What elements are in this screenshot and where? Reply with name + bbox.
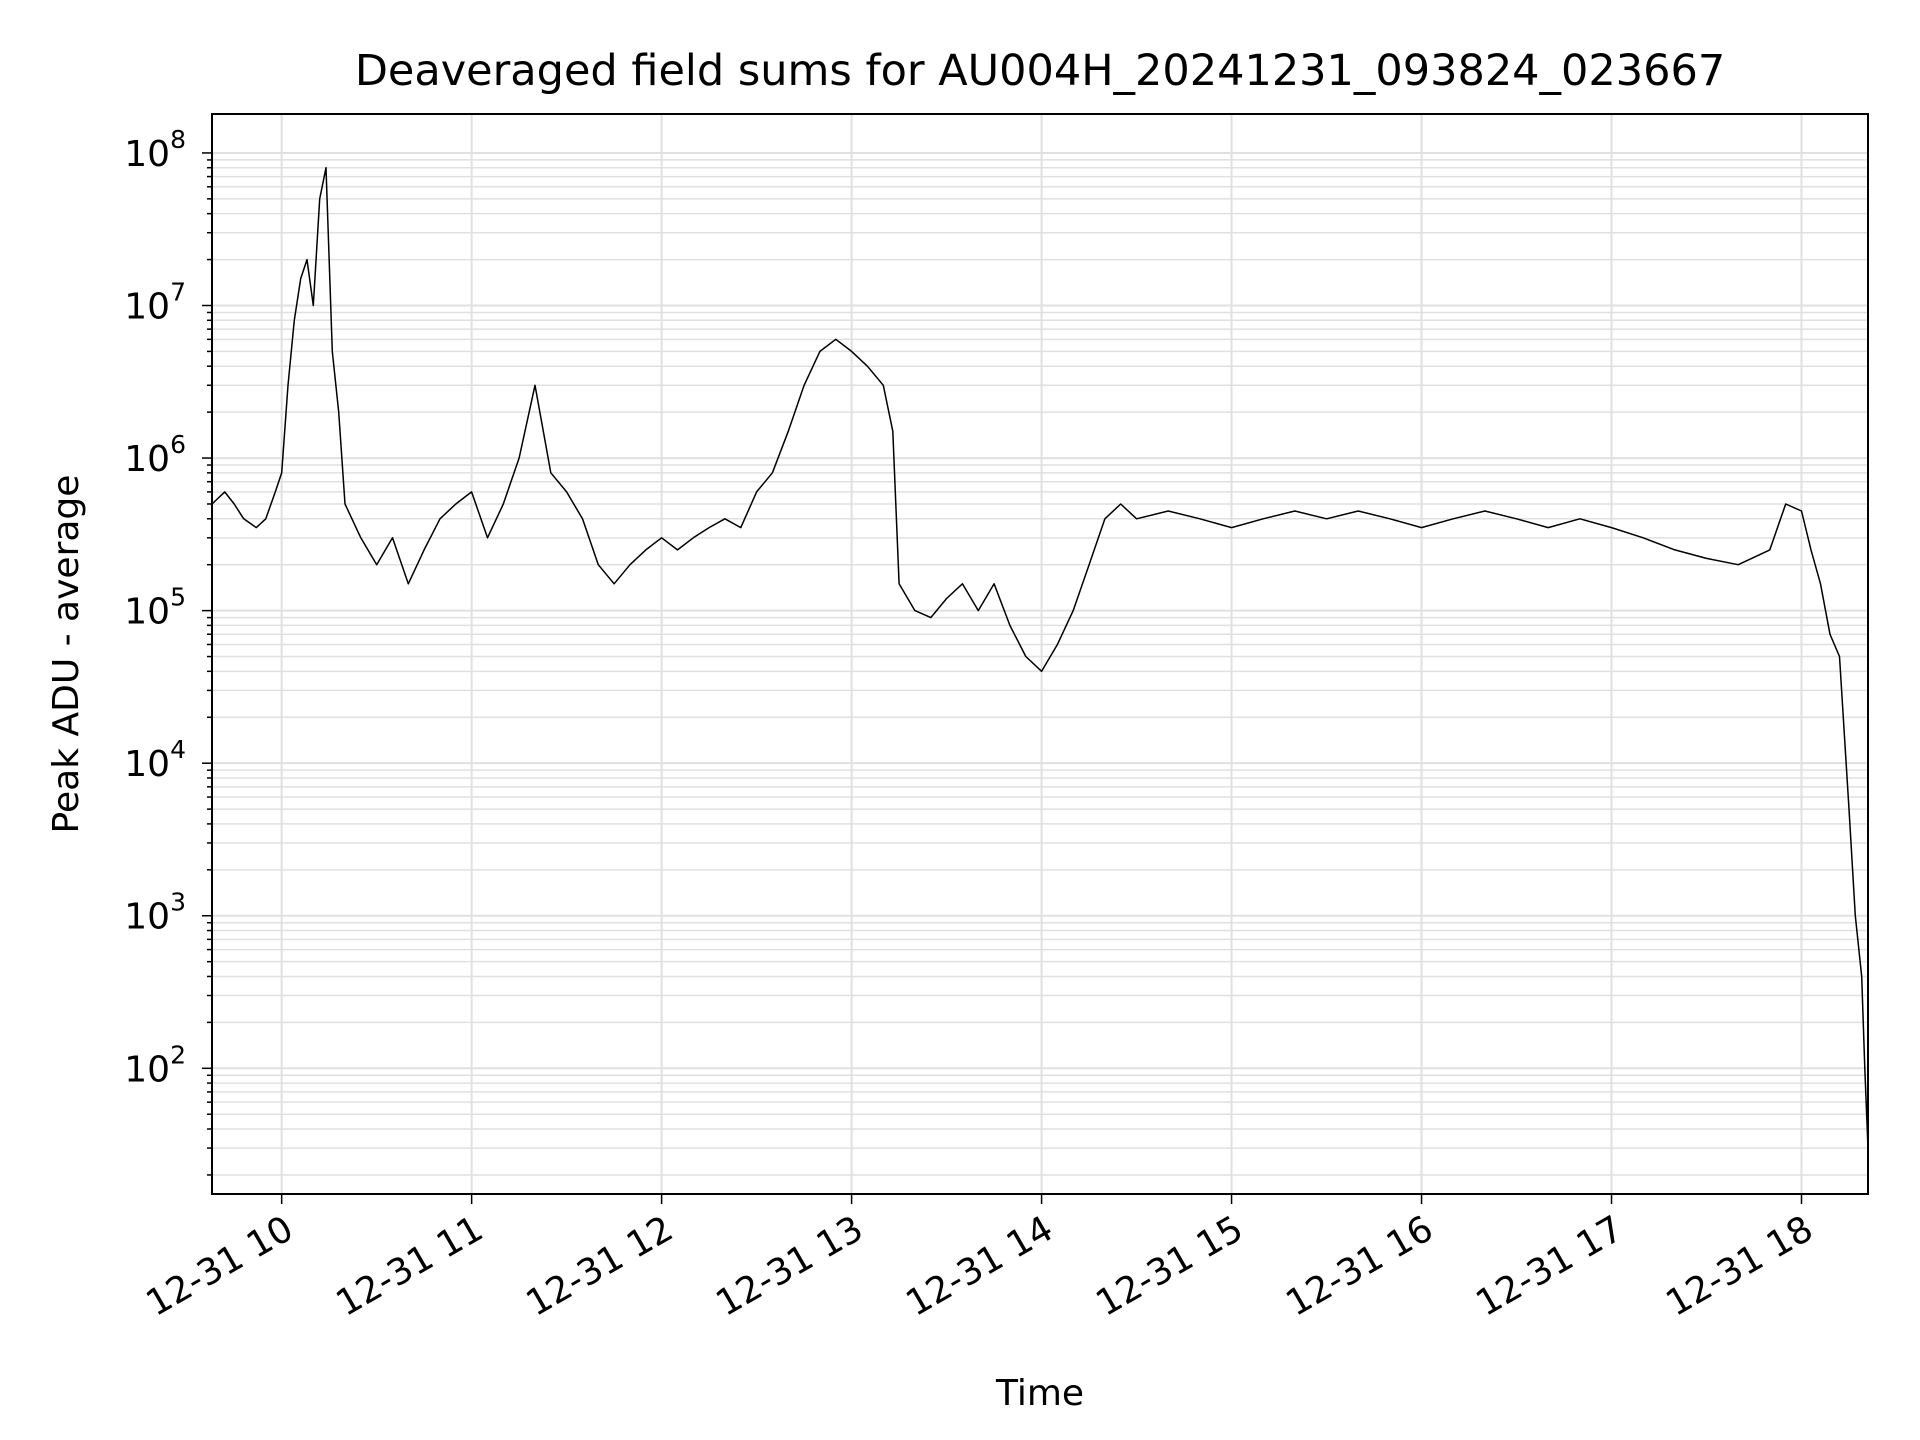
chart-title: Deaveraged field sums for AU004H_2024123… [355,46,1725,96]
grid [212,114,1868,1194]
y-tick-label: 105 [124,583,186,633]
y-tick-label: 107 [124,278,186,328]
y-tick-label: 106 [124,430,186,480]
x-axis-label: Time [995,1373,1084,1414]
data-series-line [211,166,1869,1149]
y-tick-label: 104 [124,735,186,785]
series-layer [211,166,1869,1149]
y-tick-label: 102 [124,1040,186,1090]
y-tick-label: 103 [124,888,186,938]
plot-frame [211,113,1869,1195]
y-tick-label: 108 [124,125,186,175]
y-axis-label: Peak ADU - average [46,475,87,834]
